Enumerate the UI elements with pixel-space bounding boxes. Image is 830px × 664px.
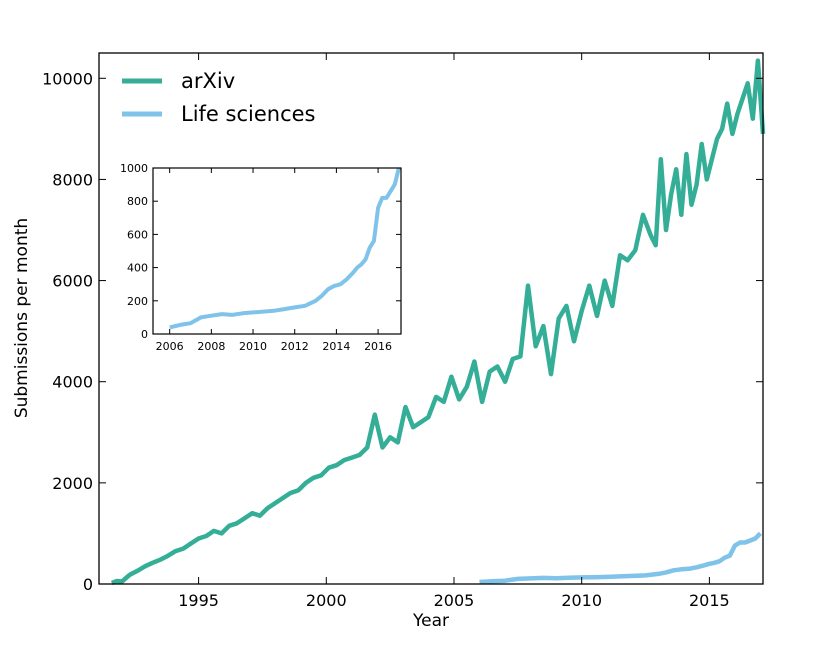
inset-series-line-life-sciences (169, 167, 401, 330)
legend: arXiv Life sciences (122, 69, 315, 126)
y-tick-label: 6000 (52, 272, 93, 291)
inset-x-tick-label: 2010 (239, 340, 267, 353)
inset-y-tick-label: 200 (127, 295, 148, 308)
x-tick-label: 2015 (689, 591, 730, 610)
inset-x-tick-label: 2012 (281, 340, 309, 353)
legend-label-life-sciences: Life sciences (181, 102, 315, 126)
main-x-axis: 1995 2000 2005 2010 2015 (178, 53, 730, 610)
x-tick-label: 2005 (434, 591, 475, 610)
series-line-arxiv (110, 58, 766, 586)
series-line-life-sciences (479, 531, 762, 585)
inset-x-tick-label: 2014 (322, 340, 350, 353)
inset-y-tick-label: 0 (141, 328, 148, 341)
inset-plot-frame (152, 167, 402, 335)
main-plot-frame (98, 52, 764, 585)
y-tick-label: 10000 (42, 69, 93, 88)
x-tick-label: 2000 (306, 591, 347, 610)
inset-y-tick-label: 800 (127, 195, 148, 208)
x-tick-label: 1995 (178, 591, 219, 610)
inset-x-tick-label: 2008 (197, 340, 225, 353)
legend-label-arxiv: arXiv (181, 69, 235, 93)
y-axis-title: Submissions per month (12, 218, 32, 418)
y-tick-label: 8000 (52, 170, 93, 189)
main-series-lines (110, 58, 766, 586)
inset-y-tick-label: 400 (127, 262, 148, 275)
inset-x-tick-label: 2006 (156, 340, 184, 353)
inset-series-line (169, 167, 401, 330)
y-tick-label: 2000 (52, 474, 93, 493)
inset-background (153, 168, 401, 334)
main-plot-area: 1995 2000 2005 2010 2015 0200040006000800010… (42, 52, 766, 610)
inset-y-tick-label: 600 (127, 228, 148, 241)
y-tick-label: 0 (83, 575, 93, 594)
inset-y-tick-label: 1000 (120, 162, 148, 175)
x-tick-label: 2010 (561, 591, 602, 610)
y-tick-label: 4000 (52, 373, 93, 392)
inset-x-axis: 2006 2008 2010 2012 2014 2016 (156, 168, 392, 353)
inset-plot-area: 2006 2008 2010 2012 2014 2016 0 200 400 600 800 10… (120, 162, 402, 353)
inset-x-tick-label: 2016 (364, 340, 392, 353)
inset-y-axis: 0 200 400 600 800 1000 (120, 162, 401, 341)
x-axis-title: Year (412, 611, 449, 631)
